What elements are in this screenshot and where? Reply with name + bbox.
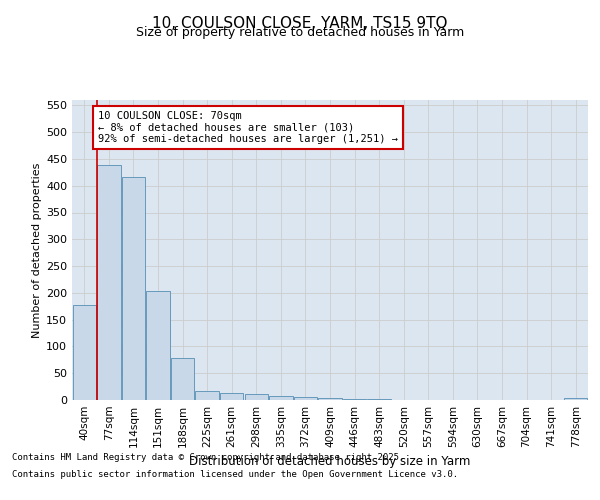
Bar bbox=[73, 304, 96, 400]
Bar bbox=[319, 398, 341, 400]
Bar bbox=[269, 396, 293, 400]
Text: Size of property relative to detached houses in Yarm: Size of property relative to detached ho… bbox=[136, 26, 464, 39]
Bar bbox=[196, 392, 219, 400]
Y-axis label: Number of detached properties: Number of detached properties bbox=[32, 162, 42, 338]
Bar bbox=[294, 398, 317, 400]
Bar bbox=[122, 177, 145, 400]
Bar bbox=[220, 393, 244, 400]
Bar bbox=[245, 394, 268, 400]
X-axis label: Distribution of detached houses by size in Yarm: Distribution of detached houses by size … bbox=[190, 456, 470, 468]
Text: 10 COULSON CLOSE: 70sqm
← 8% of detached houses are smaller (103)
92% of semi-de: 10 COULSON CLOSE: 70sqm ← 8% of detached… bbox=[98, 110, 398, 144]
Bar bbox=[146, 290, 170, 400]
Text: 10, COULSON CLOSE, YARM, TS15 9TQ: 10, COULSON CLOSE, YARM, TS15 9TQ bbox=[152, 16, 448, 31]
Bar bbox=[171, 358, 194, 400]
Text: Contains HM Land Registry data © Crown copyright and database right 2025.: Contains HM Land Registry data © Crown c… bbox=[12, 452, 404, 462]
Bar bbox=[564, 398, 587, 400]
Bar bbox=[97, 166, 121, 400]
Text: Contains public sector information licensed under the Open Government Licence v3: Contains public sector information licen… bbox=[12, 470, 458, 479]
